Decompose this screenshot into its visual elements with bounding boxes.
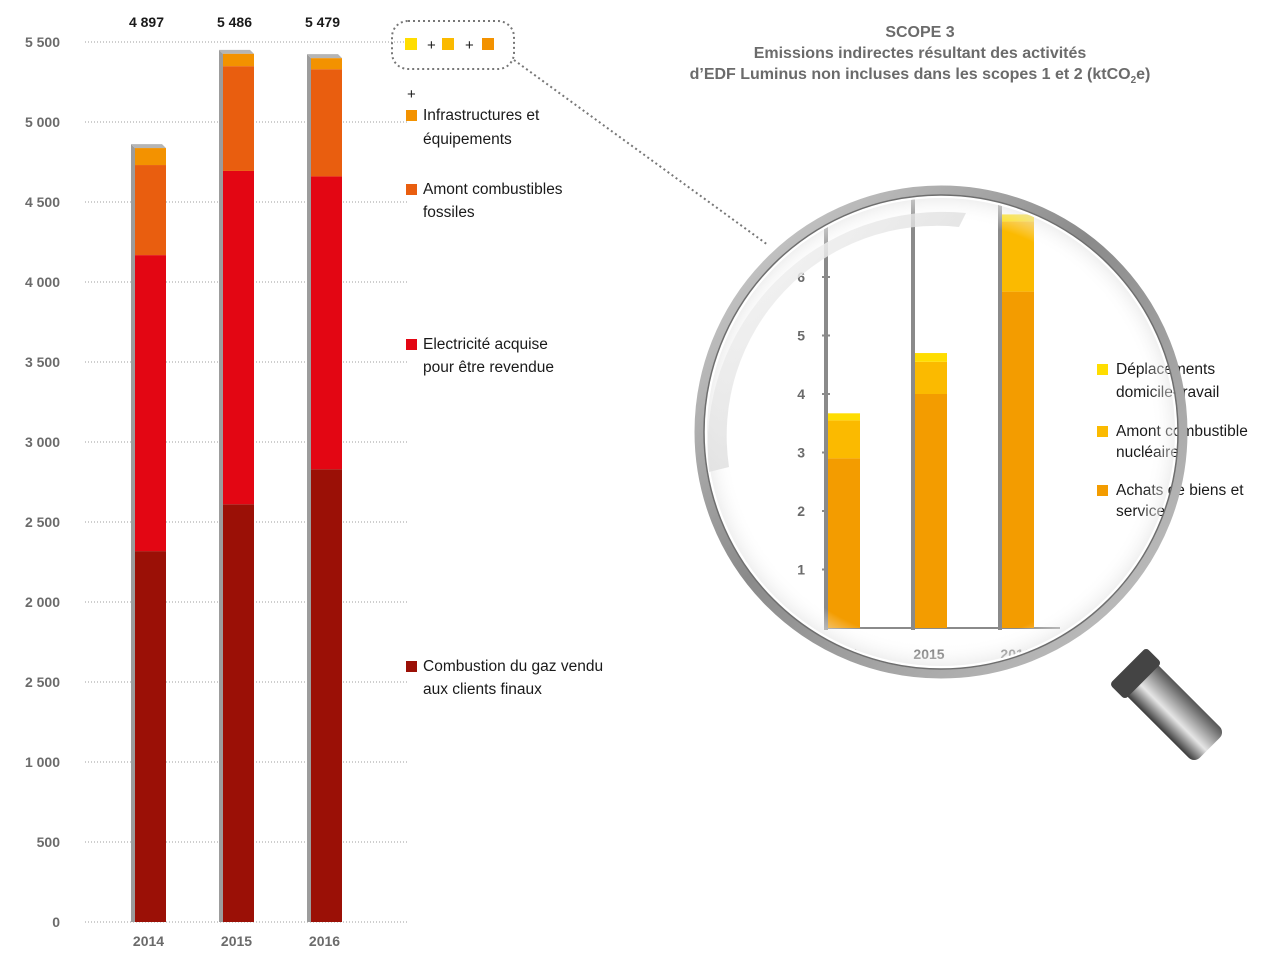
legend-label: Infrastructures et [423, 107, 540, 124]
bar-top [307, 54, 342, 59]
bar-segment [135, 255, 166, 552]
y-tick-label: 2 500 [25, 514, 60, 530]
bar-top [131, 144, 166, 149]
legend-label: équipements [423, 131, 512, 148]
bar-segment [311, 69, 342, 177]
bar-segment [223, 170, 254, 505]
legend-swatch [406, 110, 417, 121]
x-tick-label: 2016 [309, 933, 340, 949]
bar-segment [135, 148, 166, 166]
y-tick-label: 500 [37, 834, 61, 850]
bar-segment [223, 53, 254, 67]
x-tick-label: 2014 [133, 933, 164, 949]
callout-swatch [482, 38, 494, 50]
callout-plus: + [465, 37, 474, 54]
x-tick-label: 2015 [221, 933, 252, 949]
magnifier-collar [1111, 649, 1161, 699]
magnifier-handle [1119, 657, 1223, 761]
callout-box [391, 20, 515, 70]
bar-segment [311, 58, 342, 70]
callout-swatch [405, 38, 417, 50]
legend-plus: + [407, 86, 416, 103]
legend-label: Electricité acquise [423, 336, 548, 353]
y-tick-label: 4 500 [25, 194, 60, 210]
bar-side [219, 49, 223, 922]
bar-total-label: 5 479 [305, 14, 340, 30]
y-tick-label: 2 000 [25, 594, 60, 610]
callout-swatch [442, 38, 454, 50]
bar-segment [311, 469, 342, 922]
legend-swatch [406, 339, 417, 350]
legend-swatch [406, 184, 417, 195]
title-line-3-end: e) [1136, 66, 1151, 83]
y-tick-label: 5 500 [25, 34, 60, 50]
legend-label: Combustion du gaz vendu [423, 658, 603, 675]
bar-segment [135, 551, 166, 922]
legend-label: Amont combustibles [423, 181, 563, 198]
left-chart: 0 500 1 000 2 500 2 000 2 500 3 000 3 500 4 000 4… [25, 14, 769, 949]
bar-side [307, 54, 311, 923]
y-tick-label: 0 [52, 914, 60, 930]
title-line-1: SCOPE 3 [885, 24, 955, 41]
y-tick-label: 3 000 [25, 434, 60, 450]
y-tick-label: 1 000 [25, 754, 60, 770]
bar-segment [311, 176, 342, 470]
title-line-3-text: d’EDF Luminus non incluses dans les scop… [689, 66, 1131, 83]
magnifier: 0123456201420152016Achats de biens etser… [694, 185, 1248, 761]
legend-label: aux clients finaux [423, 681, 542, 698]
y-tick-label: 5 000 [25, 114, 60, 130]
bar-segment [135, 165, 166, 256]
magnifier-glass [707, 198, 1175, 666]
magnifier-rim-inner [703, 194, 1179, 670]
bar-total-label: 4 897 [129, 14, 164, 30]
bar-side [131, 144, 135, 922]
bar-segment [223, 504, 254, 922]
legend-swatch [406, 661, 417, 672]
bar-top [219, 49, 254, 54]
title-line-3: d’EDF Luminus non incluses dans les scop… [600, 64, 1240, 91]
chart-title: SCOPE 3 Emissions indirectes résultant d… [600, 22, 1240, 91]
legend-label: pour être revendue [423, 359, 554, 376]
y-tick-label: 2 500 [25, 674, 60, 690]
bar-total-label: 5 486 [217, 14, 252, 30]
callout-plus: + [427, 37, 436, 54]
y-tick-label: 3 500 [25, 354, 60, 370]
title-line-2: Emissions indirectes résultant des activ… [753, 45, 1087, 62]
title-subscript: 2 [1130, 75, 1137, 87]
y-tick-label: 4 000 [25, 274, 60, 290]
bar-segment [223, 66, 254, 171]
legend-label: fossiles [423, 204, 475, 221]
callout-connector [513, 59, 769, 246]
magnifier-rim [694, 185, 1188, 679]
